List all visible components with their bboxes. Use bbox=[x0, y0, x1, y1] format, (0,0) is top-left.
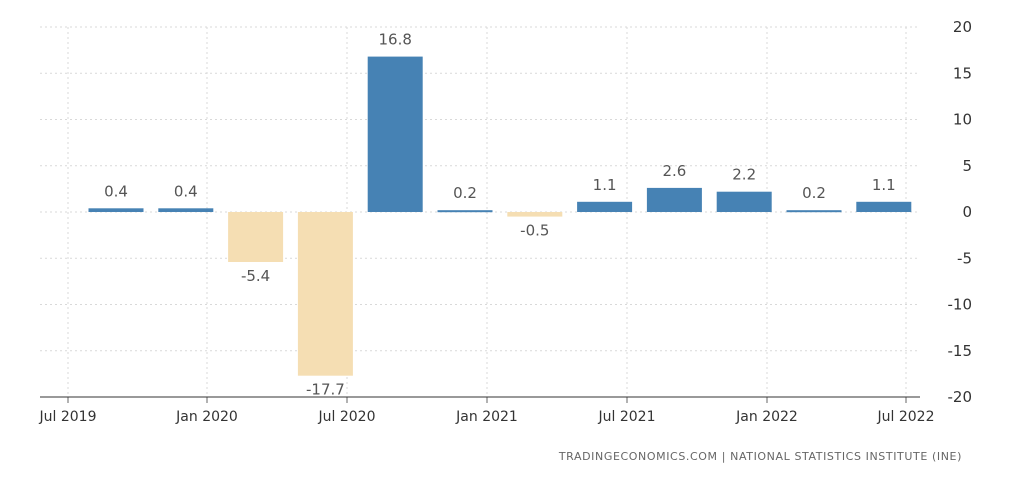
data-label: 2.2 bbox=[732, 166, 756, 184]
data-label: -5.4 bbox=[241, 267, 270, 285]
data-label: 0.2 bbox=[453, 184, 477, 202]
y-tick-label: -15 bbox=[948, 342, 973, 360]
bar bbox=[507, 212, 563, 217]
y-axis: 20 15 10 5 0 -5 -10 -15 -20 bbox=[948, 18, 973, 406]
data-label: 2.6 bbox=[662, 162, 686, 180]
x-tick-label: Jul 2019 bbox=[39, 409, 97, 425]
bar bbox=[716, 191, 772, 212]
bar bbox=[367, 56, 423, 212]
x-tick-label: Jul 2020 bbox=[318, 409, 376, 425]
bar bbox=[228, 212, 284, 262]
bar bbox=[577, 201, 633, 212]
source-credit: TRADINGECONOMICS.COM | NATIONAL STATISTI… bbox=[558, 450, 962, 463]
x-tick-label: Jan 2021 bbox=[455, 409, 518, 425]
bar bbox=[297, 212, 353, 376]
bar-chart: Jul 2019 Jan 2020 Jul 2020 Jan 2021 Jul 2021… bbox=[39, 18, 973, 425]
y-tick-label: 5 bbox=[962, 157, 972, 175]
data-label: 0.2 bbox=[802, 184, 826, 202]
data-label: 1.1 bbox=[872, 176, 896, 194]
data-label: 0.4 bbox=[174, 182, 198, 200]
y-tick-label: 10 bbox=[953, 111, 972, 129]
y-tick-label: 15 bbox=[953, 64, 972, 82]
x-tick-label: Jul 2022 bbox=[877, 409, 935, 425]
x-tick-label: Jul 2021 bbox=[598, 409, 656, 425]
y-tick-label: 20 bbox=[953, 18, 972, 36]
data-label: 0.4 bbox=[104, 182, 128, 200]
data-label: 1.1 bbox=[593, 176, 617, 194]
bar bbox=[437, 210, 493, 213]
data-label: -0.5 bbox=[520, 222, 549, 240]
bars bbox=[88, 56, 912, 376]
data-label: 16.8 bbox=[378, 31, 411, 49]
bar bbox=[158, 208, 214, 212]
x-axis: Jul 2019 Jan 2020 Jul 2020 Jan 2021 Jul 2021… bbox=[39, 396, 935, 425]
data-label: -17.7 bbox=[306, 381, 345, 399]
x-tick-label: Jan 2022 bbox=[735, 409, 798, 425]
bar bbox=[856, 201, 912, 212]
y-tick-label: -5 bbox=[957, 249, 972, 267]
y-tick-label: -20 bbox=[948, 388, 973, 406]
bar bbox=[646, 187, 702, 212]
bar bbox=[88, 208, 144, 212]
y-tick-label: -10 bbox=[948, 296, 973, 314]
bar bbox=[786, 210, 842, 213]
data-labels: 0.4 0.4 -5.4 -17.7 16.8 0.2 -0.5 1.1 2.6 2.2 0.2 1.… bbox=[104, 31, 896, 399]
x-tick-label: Jan 2020 bbox=[175, 409, 238, 425]
y-tick-label: 0 bbox=[962, 203, 972, 221]
